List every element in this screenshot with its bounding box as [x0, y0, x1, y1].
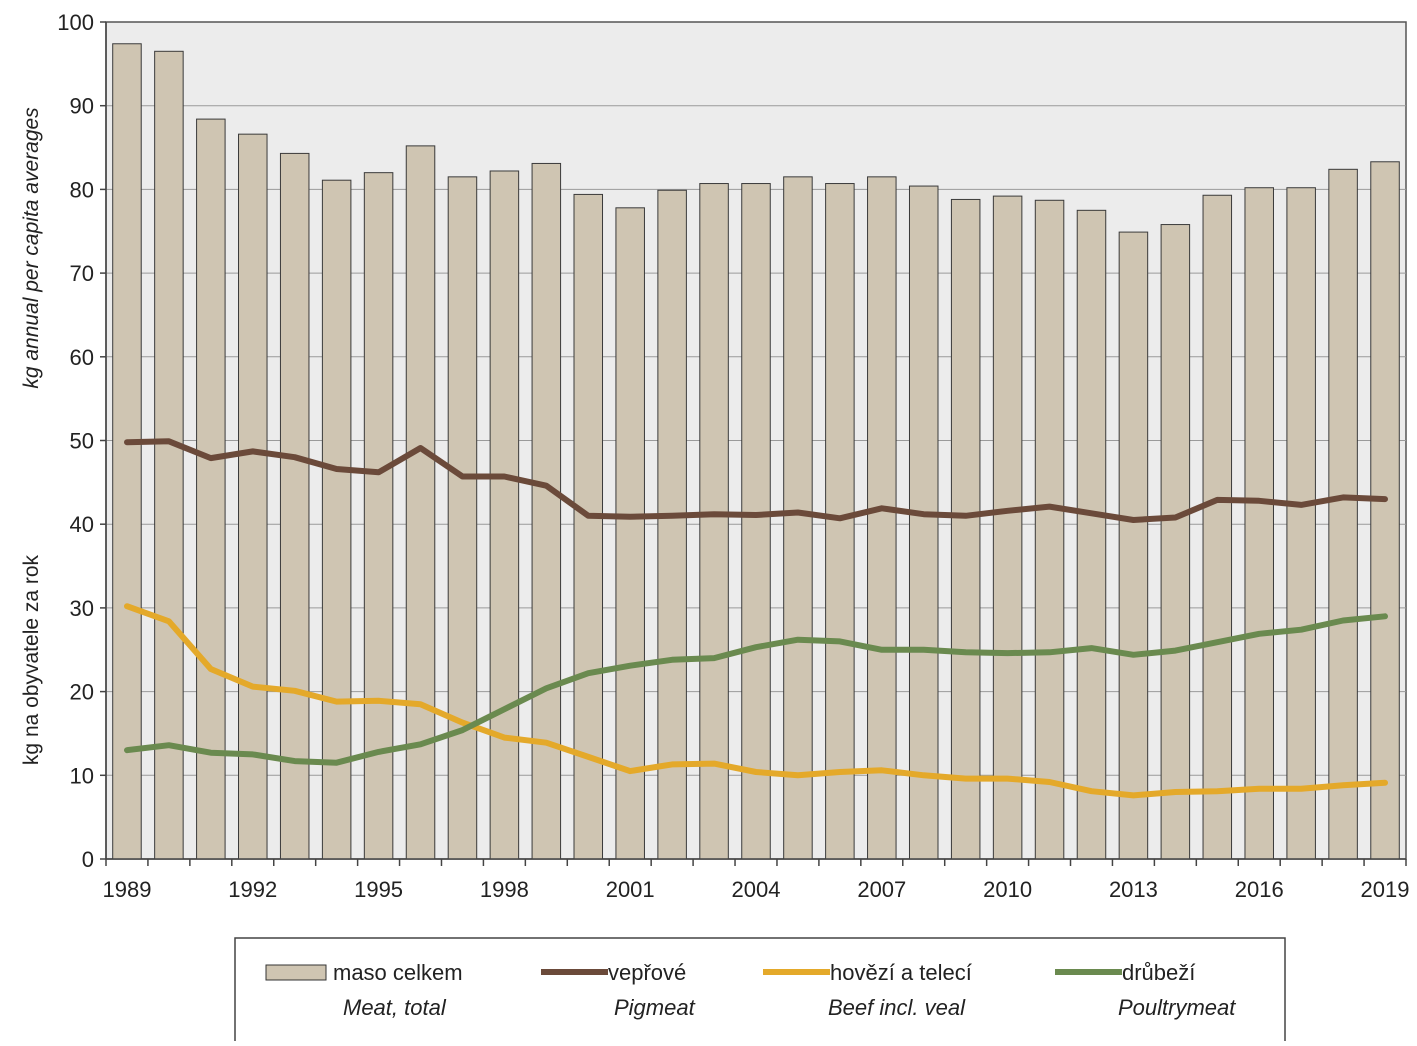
bar-1999 [531, 162, 562, 860]
bar-2013 [1118, 231, 1149, 860]
y-tick-label-90: 90 [70, 94, 94, 119]
y-tick-label-20: 20 [70, 680, 94, 705]
bar-2005 [783, 176, 813, 860]
bar-2014 [1160, 224, 1191, 860]
y-tick-label-80: 80 [70, 177, 94, 202]
bar-1998 [489, 170, 520, 860]
bar-1990 [154, 50, 184, 860]
y-axis-label-cz: kg na obyvatele za rok [20, 554, 43, 765]
lines-layer [124, 438, 1388, 799]
legend-box [234, 937, 1286, 1046]
bar-2000 [573, 193, 604, 860]
bar-2008 [908, 185, 939, 860]
bar-2003 [699, 183, 729, 860]
bar-2009 [950, 198, 981, 860]
x-tick-label-2013: 2013 [1109, 877, 1158, 902]
bar-2001 [615, 207, 645, 860]
legend-sublabel-beef: Beef incl. veal [828, 995, 966, 1020]
x-tick-label-1989: 1989 [102, 877, 151, 902]
bar-2015 [1202, 194, 1233, 860]
legend-sublabel-meat-total: Meat, total [343, 995, 447, 1020]
series-line-pigmeat [124, 438, 1388, 523]
bars-layer [112, 43, 1400, 860]
legend-swatch-meat-total [265, 964, 327, 981]
bar-2017 [1286, 187, 1316, 860]
bar-1992 [238, 133, 268, 860]
bar-1989 [112, 43, 142, 860]
y-tick-label-60: 60 [70, 345, 94, 370]
bar-2004 [741, 183, 771, 860]
y-axis-label-en: kg annual per capita averages [20, 107, 43, 389]
series-line-poultrymeat [124, 613, 1388, 766]
bar-2002 [657, 189, 687, 860]
x-tick-label-2004: 2004 [732, 877, 781, 902]
bar-2011 [1034, 199, 1065, 860]
series-line-beef-incl-veal [124, 603, 1388, 799]
bar-2018 [1328, 168, 1358, 860]
legend-label-poultry: drůbeží [1122, 960, 1195, 985]
y-tick-label-10: 10 [70, 763, 94, 788]
bar-1996 [405, 145, 436, 860]
y-tick-label-70: 70 [70, 261, 94, 286]
x-tick-label-1998: 1998 [480, 877, 529, 902]
axes-layer: 0 10 20 30 40 50 60 70 80 90 100 1989 1992 1995 1998 20… [57, 10, 1409, 902]
x-tick-label-2001: 2001 [606, 877, 655, 902]
y-tick-label-30: 30 [70, 596, 94, 621]
legend-sublabel-pigmeat: Pigmeat [614, 995, 696, 1020]
bar-2012 [1076, 209, 1107, 860]
x-tick-label-2010: 2010 [983, 877, 1032, 902]
legend-label-beef: hovězí a telecí [830, 960, 972, 985]
legend-label-pigmeat: vepřové [608, 960, 686, 985]
legend-label-meat-total: maso celkem [333, 960, 463, 985]
y-tick-label-0: 0 [82, 847, 94, 872]
x-tick-label-1992: 1992 [228, 877, 277, 902]
y-tick-label-100: 100 [57, 10, 94, 35]
bar-2019 [1370, 161, 1400, 860]
bar-1995 [363, 172, 394, 860]
y-tick-label-50: 50 [70, 429, 94, 454]
x-tick-label-1995: 1995 [354, 877, 403, 902]
bar-2010 [992, 195, 1023, 860]
x-tick-label-2007: 2007 [857, 877, 906, 902]
x-tick-label-2016: 2016 [1235, 877, 1284, 902]
legend: maso celkem Meat, total vepřové Pigmeat … [234, 937, 1286, 1046]
bar-1994 [321, 179, 352, 860]
y-tick-label-40: 40 [70, 512, 94, 537]
bar-2016 [1244, 187, 1274, 860]
bar-1997 [447, 176, 478, 860]
bar-2007 [867, 176, 897, 860]
bar-1993 [279, 152, 310, 860]
x-tick-label-2019: 2019 [1361, 877, 1410, 902]
legend-sublabel-poultry: Poultrymeat [1118, 995, 1236, 1020]
